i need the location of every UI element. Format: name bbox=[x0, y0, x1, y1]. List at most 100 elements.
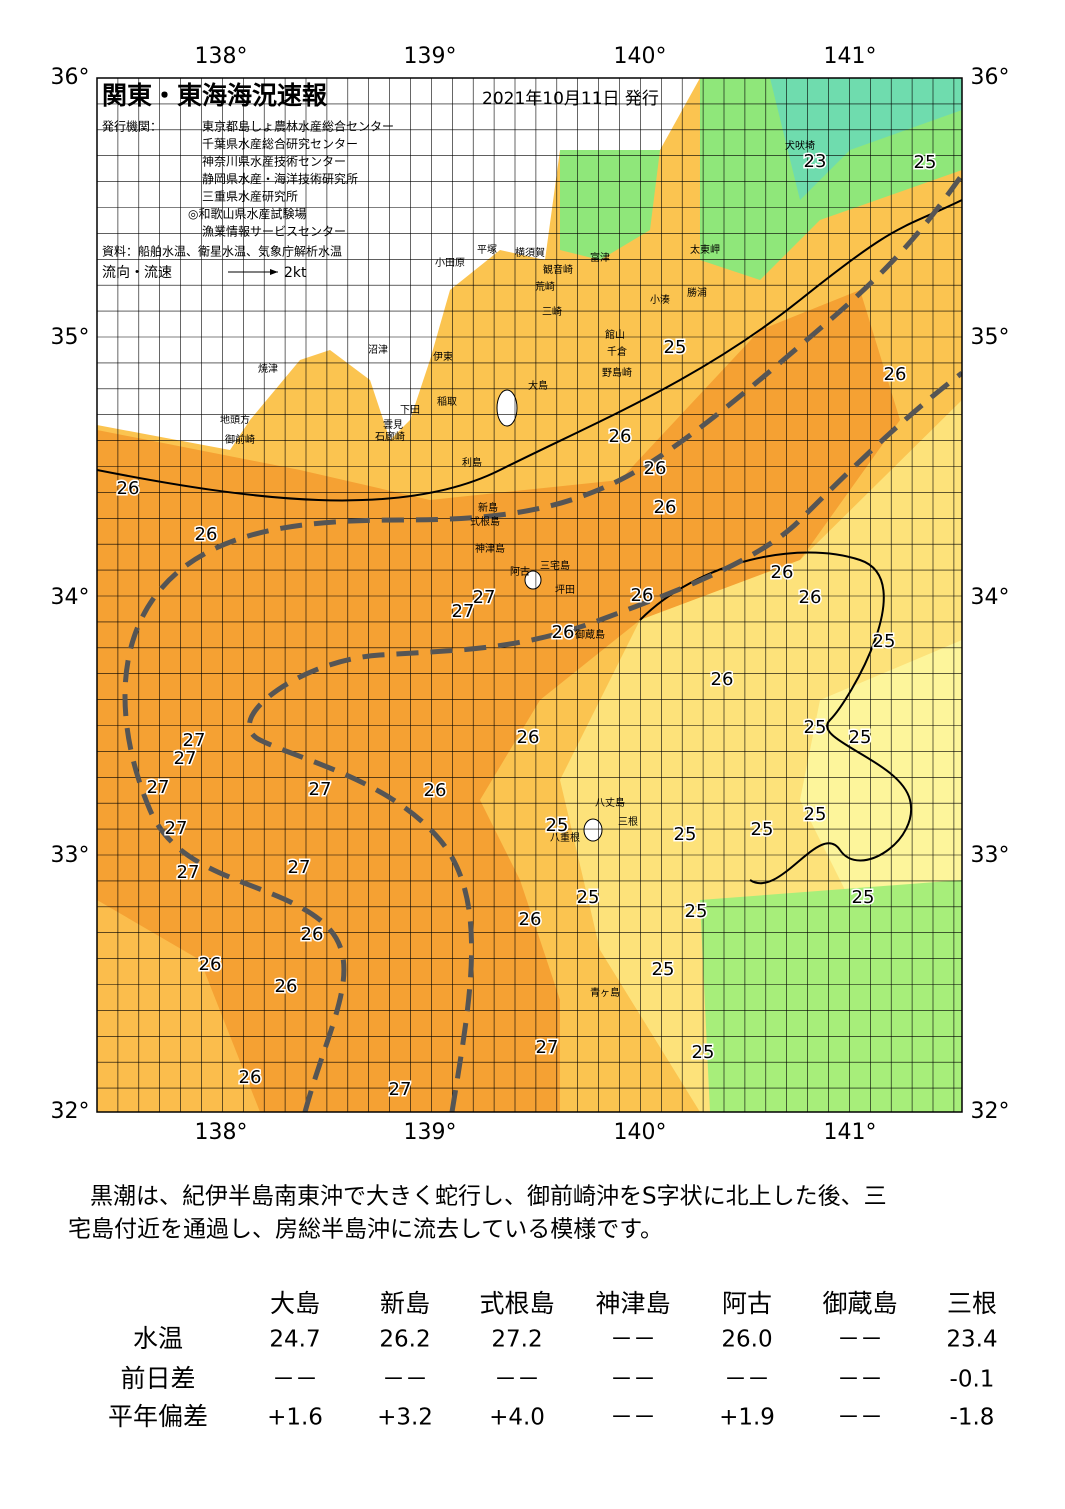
table-header: 神津島 bbox=[595, 1289, 670, 1318]
isotherm-label: 26 bbox=[199, 954, 222, 975]
lat-label: 35° bbox=[971, 325, 1010, 350]
grid bbox=[97, 78, 962, 1112]
isotherm-label: 25 bbox=[546, 815, 569, 836]
issuer-label: 発行機関： bbox=[102, 119, 162, 134]
place-name: 利島 bbox=[462, 456, 482, 469]
table-cell: －－ bbox=[610, 1367, 656, 1393]
isotherm-label: 27 bbox=[183, 730, 206, 751]
isotherm-label: 27 bbox=[177, 862, 200, 883]
isotherm-label: 26 bbox=[654, 497, 677, 518]
lat-label: 36° bbox=[971, 65, 1010, 90]
place-name: 新島 bbox=[478, 501, 498, 514]
place-name: 千倉 bbox=[607, 345, 627, 358]
isotherm-label: 27 bbox=[389, 1079, 412, 1100]
table-header: 三根 bbox=[947, 1289, 997, 1318]
comment-line: 黒潮は、紀伊半島南東沖で大きく蛇行し、御前崎沖をS字状に北上した後、三 bbox=[90, 1184, 887, 1210]
issuer: 漁業情報サービスセンター bbox=[202, 225, 346, 239]
map-frame bbox=[96, 77, 963, 1113]
isotherm-label: 26 bbox=[771, 562, 794, 583]
table-cell: －－ bbox=[382, 1367, 428, 1393]
row-label: 平年偏差 bbox=[108, 1402, 208, 1431]
place-name: 石廊崎 bbox=[375, 430, 405, 443]
island bbox=[524, 570, 542, 590]
place-name: 三崎 bbox=[542, 305, 562, 318]
table-cell: 24.7 bbox=[269, 1327, 320, 1353]
issuer: 神奈川県水産技術センター bbox=[202, 154, 346, 169]
lon-label: 140° bbox=[614, 1120, 667, 1145]
place-name: 下田 bbox=[400, 405, 420, 416]
lon-label: 139° bbox=[404, 44, 457, 69]
table-cell: -0.1 bbox=[950, 1367, 995, 1393]
sea-region bbox=[770, 78, 962, 200]
place-name: 焼津 bbox=[258, 363, 278, 375]
place-name: 野島崎 bbox=[602, 366, 632, 379]
table-cell: -1.8 bbox=[950, 1405, 995, 1431]
table-header: 阿古 bbox=[722, 1289, 772, 1318]
table-cell: 23.4 bbox=[946, 1327, 997, 1353]
place-name: 式根島 bbox=[470, 515, 500, 528]
legend-label: 流向・流速 bbox=[102, 265, 172, 281]
lat-label: 33° bbox=[971, 843, 1010, 868]
place-name: 沼津 bbox=[368, 343, 388, 356]
place-name: 八丈島 bbox=[595, 796, 625, 809]
isotherm-label: 25 bbox=[652, 959, 675, 980]
lon-label: 139° bbox=[404, 1120, 457, 1145]
island bbox=[583, 818, 603, 842]
isotherm-label: 25 bbox=[804, 717, 827, 738]
isotherm-label: 26 bbox=[117, 478, 140, 499]
place-name: 御蔵島 bbox=[575, 628, 605, 641]
legend-arrow-head bbox=[270, 269, 278, 275]
table-header: 御蔵島 bbox=[822, 1289, 897, 1318]
isotherm-label: 26 bbox=[195, 524, 218, 545]
isotherm-label: 25 bbox=[692, 1042, 715, 1063]
table-header: 大島 bbox=[270, 1289, 320, 1318]
row-label: 水温 bbox=[133, 1324, 183, 1353]
isotherm-label: 27 bbox=[174, 748, 197, 769]
comment-line: 宅島付近を通過し、房総半島沖に流去している模様です。 bbox=[68, 1217, 663, 1243]
table-cell: 27.2 bbox=[491, 1327, 542, 1353]
isotherm-label: 26 bbox=[799, 587, 822, 608]
row-label: 前日差 bbox=[120, 1364, 195, 1393]
table-cell: +1.6 bbox=[267, 1405, 323, 1431]
table-header: 式根島 bbox=[479, 1289, 554, 1318]
lat-label: 32° bbox=[51, 1099, 90, 1124]
isotherm-label: 27 bbox=[165, 818, 188, 839]
island bbox=[496, 389, 518, 427]
issuer: ◎和歌山県水産試験場 bbox=[188, 206, 306, 221]
place-name: 地頭方 bbox=[220, 413, 250, 426]
issue-date: 2021年10月11日 発行 bbox=[482, 89, 659, 109]
isotherm-label: 26 bbox=[609, 426, 632, 447]
place-name: 稲取 bbox=[437, 396, 457, 408]
table-cell: －－ bbox=[837, 1367, 883, 1393]
sea-region bbox=[97, 900, 260, 1112]
place-name: 八重根 bbox=[550, 831, 580, 844]
isotherm bbox=[639, 551, 913, 884]
isotherm-label: 26 bbox=[239, 1067, 262, 1088]
place-name: 富津 bbox=[590, 251, 610, 264]
isotherm-label: 25 bbox=[804, 804, 827, 825]
lat-label: 34° bbox=[971, 585, 1010, 610]
isotherm-label: 26 bbox=[519, 909, 542, 930]
place-name: 大島 bbox=[528, 379, 548, 392]
place-name: 平塚 bbox=[477, 244, 497, 256]
isotherm-label: 26 bbox=[552, 622, 575, 643]
place-name: 観音崎 bbox=[543, 263, 573, 276]
table-cell: +3.2 bbox=[377, 1405, 433, 1431]
isotherm-label: 27 bbox=[288, 857, 311, 878]
isotherm-label: 25 bbox=[849, 727, 872, 748]
sea-region bbox=[560, 150, 660, 260]
issuer: 千葉県水産総合研究センター bbox=[202, 136, 358, 151]
table-header: 新島 bbox=[380, 1289, 430, 1318]
table-cell: －－ bbox=[837, 1405, 883, 1431]
lat-label: 34° bbox=[51, 585, 90, 610]
isotherm-label: 25 bbox=[751, 819, 774, 840]
table-cell: +1.9 bbox=[719, 1405, 775, 1431]
isotherm bbox=[97, 199, 962, 502]
isotherm-label: 25 bbox=[664, 337, 687, 358]
isotherm-label: 26 bbox=[631, 585, 654, 606]
place-name: 雲見 bbox=[383, 419, 403, 431]
isotherm-label: 27 bbox=[536, 1037, 559, 1058]
place-name: 館山 bbox=[605, 328, 625, 341]
isotherm-label: 27 bbox=[309, 779, 332, 800]
